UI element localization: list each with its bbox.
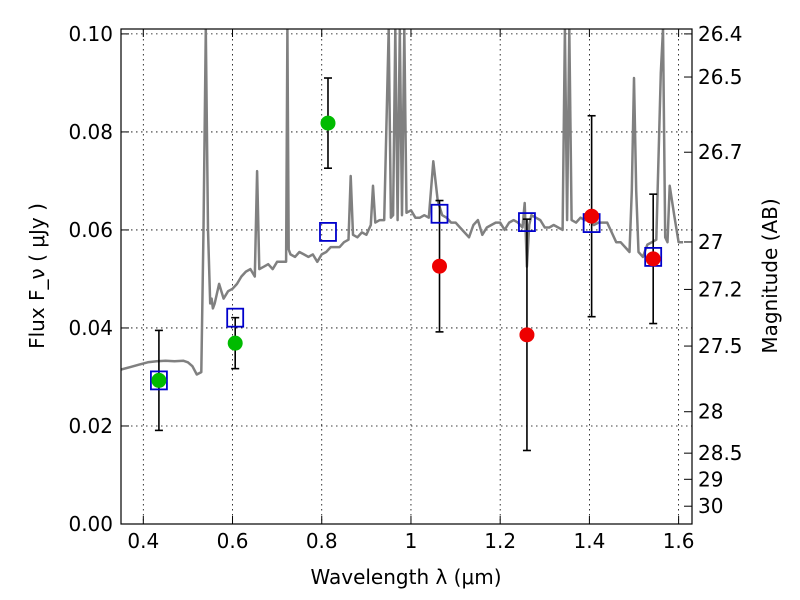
plot-frame <box>120 28 693 525</box>
y2-tick-label: 27.5 <box>698 334 743 358</box>
x-tick-label: 1.6 <box>663 529 695 553</box>
y2-tick-label: 27.2 <box>698 277 743 301</box>
y-tick-label: 0.00 <box>68 512 113 536</box>
model-square-point <box>430 203 449 224</box>
x-tick-label: 0.4 <box>127 529 159 553</box>
y-tick-label: 0.04 <box>68 316 113 340</box>
y2-tick-label: 29 <box>698 467 723 491</box>
model-square-point <box>226 307 245 328</box>
y-tick-label: 0.06 <box>68 218 113 242</box>
data-circle-point <box>320 115 336 131</box>
y-tick-label: 0.08 <box>68 120 113 144</box>
spectrum-layer <box>121 29 684 376</box>
x-tick-label: 0.6 <box>217 529 249 553</box>
data-circle-point <box>227 335 243 351</box>
y2-axis-label: Magnitude (AB) <box>758 198 782 353</box>
data-circle-point <box>584 208 600 224</box>
x-tick-label: 1.4 <box>573 529 605 553</box>
y-tick-label: 0.10 <box>68 22 113 46</box>
model-square-point <box>150 370 168 391</box>
data-circle-point <box>432 258 448 274</box>
marker-layer <box>150 115 663 391</box>
y2-tick-label: 26.5 <box>698 65 743 89</box>
data-circle-point <box>151 372 167 388</box>
y2-tick-label: 28.5 <box>698 441 743 465</box>
y2-tick-label: 27 <box>698 230 723 254</box>
tick-layer: 0.4 0.6 0.8 1 1.2 1.4 1.6 0.00 0.02 0.04 0.06 0.08 0… <box>68 22 742 553</box>
spectrum-line <box>121 29 684 376</box>
model-square-point <box>319 222 337 242</box>
model-square-point <box>518 212 536 232</box>
data-circle-point <box>519 327 535 343</box>
data-circle-point <box>645 251 661 267</box>
y-axis-label: Flux F_ν ( μJy ) <box>25 203 49 349</box>
x-tick-label: 0.8 <box>306 529 338 553</box>
y2-tick-label: 26.7 <box>698 140 743 164</box>
y2-tick-label: 28 <box>698 400 723 424</box>
y2-tick-label: 30 <box>698 494 723 518</box>
x-tick-label: 1 <box>405 529 418 553</box>
x-axis-label: Wavelength λ (μm) <box>310 565 501 589</box>
y-tick-label: 0.02 <box>68 414 113 438</box>
x-tick-label: 1.2 <box>484 529 516 553</box>
y2-tick-label: 26.4 <box>698 22 743 46</box>
